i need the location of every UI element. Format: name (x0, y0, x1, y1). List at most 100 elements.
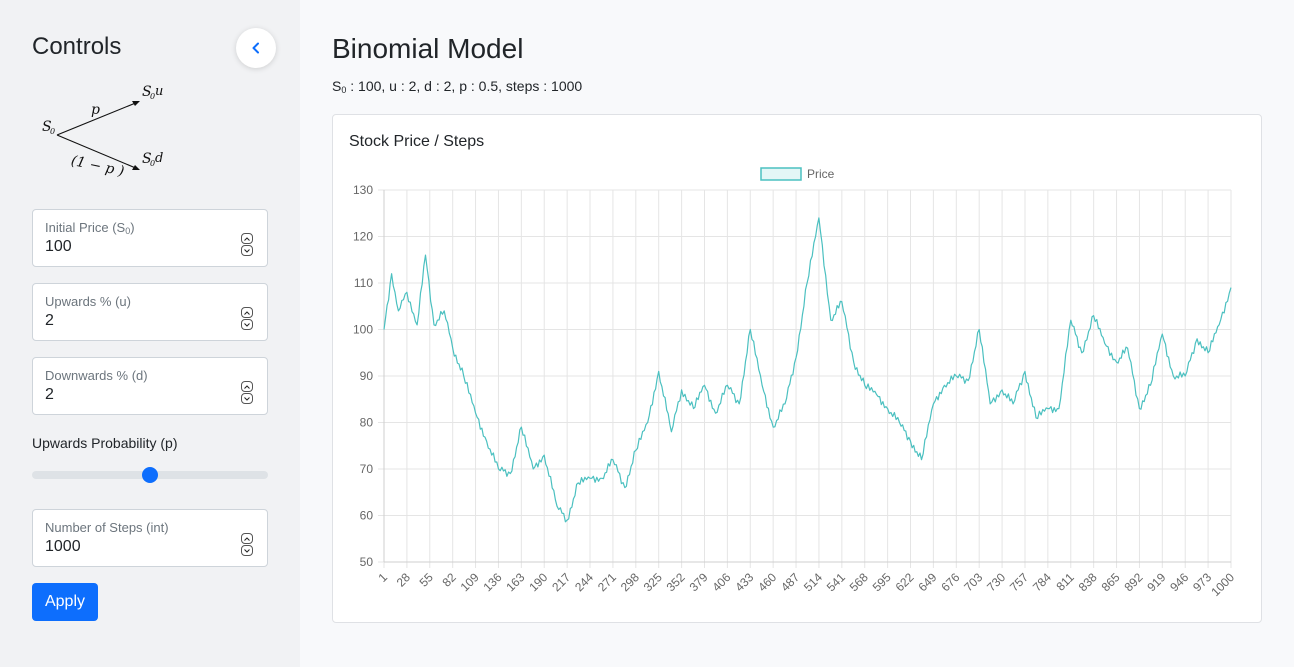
chevron-up-icon (244, 536, 250, 541)
x-tick-label: 82 (439, 570, 459, 590)
x-tick-label: 649 (915, 570, 939, 594)
upwards-input[interactable]: 2 (45, 312, 54, 329)
x-tick-label: 55 (417, 570, 437, 590)
y-tick-label: 60 (360, 509, 374, 523)
probability-slider-thumb[interactable] (142, 467, 158, 483)
collapse-sidebar-button[interactable] (236, 28, 276, 68)
x-tick-label: 541 (824, 570, 848, 594)
x-tick-label: 1 (375, 570, 390, 585)
s0u-s: S (142, 84, 152, 100)
s0u-sub: 0 (150, 92, 155, 101)
x-tick-label: 838 (1076, 570, 1100, 594)
x-tick-label: 703 (961, 570, 985, 594)
y-tick-label: 110 (354, 276, 373, 290)
x-tick-label: 433 (732, 570, 756, 594)
chevron-up-icon (244, 310, 250, 315)
x-tick-label: 595 (870, 570, 894, 594)
x-tick-label: 757 (1007, 570, 1031, 594)
decrement-button[interactable] (241, 393, 253, 404)
steps-label: Number of Steps (int) (45, 520, 169, 535)
apply-button[interactable]: Apply (32, 583, 98, 621)
y-tick-label: 70 (360, 462, 374, 476)
x-tick-label: 406 (709, 570, 733, 594)
x-tick-label: 946 (1167, 570, 1191, 594)
chevron-down-icon (244, 248, 250, 253)
s0d-sub: 0 (150, 159, 155, 168)
x-tick-label: 298 (618, 570, 642, 594)
page-title: Binomial Model (332, 33, 524, 64)
chevron-down-icon (244, 548, 250, 553)
decrement-button[interactable] (241, 545, 253, 556)
s0d-s: S (142, 151, 152, 167)
chevron-down-icon (244, 396, 250, 401)
price-series-line (383, 217, 1232, 523)
x-tick-label: 109 (458, 570, 482, 594)
probability-slider[interactable] (32, 467, 268, 483)
x-tick-label: 487 (778, 570, 802, 594)
upwards-label: Upwards % (u) (45, 294, 131, 309)
parameters-summary: S0 : 100, u : 2, d : 2, p : 0.5, steps :… (332, 78, 583, 95)
x-tick-label: 514 (801, 570, 825, 594)
increment-button[interactable] (241, 307, 253, 318)
legend-swatch (760, 167, 802, 181)
x-tick-label: 28 (394, 570, 414, 590)
x-tick-label: 352 (664, 570, 688, 594)
price-chart: Price 50 60 70 80 90 100 110 120 130 1 28 55 82109136… (353, 167, 1237, 599)
x-tick-label: 784 (1030, 570, 1054, 594)
x-tick-label: 568 (847, 570, 871, 594)
y-tick-label: 130 (353, 183, 373, 197)
chevron-down-icon (244, 322, 250, 327)
s0-sub: 0 (50, 127, 55, 136)
s0d-d: d (155, 151, 163, 166)
chart-card: Stock Price / Steps Price 50 60 70 80 90 100 11… (332, 114, 1262, 623)
steps-input[interactable]: 1000 (45, 538, 81, 555)
increment-button[interactable] (241, 233, 253, 244)
chevron-up-icon (244, 384, 250, 389)
increment-button[interactable] (241, 533, 253, 544)
x-tick-label: 379 (687, 570, 711, 594)
x-tick-label: 244 (572, 570, 596, 594)
s0u-u: u (155, 84, 163, 99)
x-tick-label: 460 (755, 570, 779, 594)
s0-label: S (42, 119, 52, 135)
x-tick-label: 1000 (1208, 570, 1237, 599)
p-label: p (91, 102, 100, 118)
downwards-label: Downwards % (d) (45, 368, 148, 383)
x-tick-label: 811 (1053, 570, 1077, 594)
sidebar: Controls S 0 S 0 u S 0 d p (1 − p ) Init… (0, 0, 300, 667)
x-tick-label: 730 (984, 570, 1008, 594)
increment-button[interactable] (241, 381, 253, 392)
x-tick-label: 163 (503, 570, 527, 594)
upwards-field[interactable]: Upwards % (u) 2 (32, 283, 268, 341)
x-tick-label: 136 (481, 570, 505, 594)
x-tick-label: 892 (1121, 570, 1145, 594)
chevron-up-icon (244, 236, 250, 241)
upwards-stepper[interactable] (241, 307, 254, 331)
decrement-button[interactable] (241, 245, 253, 256)
x-tick-label: 271 (595, 570, 619, 594)
downwards-stepper[interactable] (241, 381, 254, 405)
y-tick-label: 120 (353, 230, 373, 244)
controls-title: Controls (32, 33, 122, 60)
decrement-button[interactable] (241, 319, 253, 330)
initial-price-stepper[interactable] (241, 233, 254, 257)
one-minus-p-label: (1 − p ) (70, 153, 126, 180)
steps-field[interactable]: Number of Steps (int) 1000 (32, 509, 268, 567)
initial-price-field[interactable]: Initial Price (S0) 100 (32, 209, 268, 267)
x-tick-label: 217 (549, 570, 573, 594)
chevron-left-icon (252, 42, 259, 54)
x-tick-label: 676 (938, 570, 962, 594)
downwards-field[interactable]: Downwards % (d) 2 (32, 357, 268, 415)
y-tick-label: 50 (360, 555, 374, 569)
y-tick-label: 100 (353, 323, 373, 337)
x-tick-label: 919 (1144, 570, 1168, 594)
steps-stepper[interactable] (241, 533, 254, 557)
y-tick-label: 90 (360, 369, 374, 383)
x-tick-label: 865 (1099, 570, 1123, 594)
initial-price-input[interactable]: 100 (45, 238, 72, 255)
x-tick-label: 190 (526, 570, 550, 594)
probability-label: Upwards Probability (p) (32, 435, 178, 451)
initial-price-label: Initial Price (S0) (45, 220, 135, 236)
downwards-input[interactable]: 2 (45, 386, 54, 403)
legend-label: Price (807, 167, 835, 181)
